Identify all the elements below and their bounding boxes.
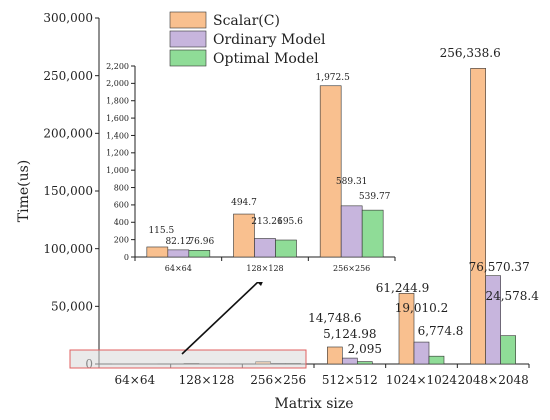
data-label: 256,338.6: [440, 46, 501, 60]
x-tick-label: 256×256: [333, 264, 370, 273]
legend-swatch-scalar: [169, 11, 207, 29]
bar-optimal: [361, 209, 384, 258]
data-label: 2,095: [348, 342, 382, 356]
bar-ordinary: [254, 238, 276, 258]
y-tick-label: 1,600: [106, 114, 129, 123]
y-tick-label: 1,000: [106, 166, 129, 175]
legend-label: Ordinary Model: [213, 32, 326, 48]
x-tick-label: 2048×2048: [458, 373, 529, 387]
bar-optimal: [428, 355, 445, 365]
bar-optimal: [275, 239, 297, 258]
y-tick-label: 800: [114, 183, 129, 192]
zoom-highlight-box: [69, 349, 307, 369]
legend: Scalar(C) Ordinary Model Optimal Model: [169, 11, 326, 67]
y-tick-label: 400: [114, 218, 129, 227]
y-axis-title: Time(us): [16, 160, 32, 223]
y-tick-label: 200: [114, 235, 129, 244]
x-tick-label: 128×128: [246, 264, 283, 273]
bar-ordinary: [342, 357, 358, 365]
y-tick-label: 1,200: [106, 149, 129, 158]
bar-scalar: [327, 346, 343, 365]
data-label: 82.12: [165, 237, 191, 247]
x-tick-label: 64×64: [115, 373, 156, 387]
inset-plot: 0 200 400 600 800 1,000 1,200 1,400 1,600 1,800 2,…: [106, 60, 398, 282]
data-label: 19,010.2: [395, 301, 448, 315]
y-tick-label: 250,000: [43, 69, 93, 83]
y-tick-label: 100,000: [43, 242, 93, 256]
y-tick-label: 1,400: [106, 131, 129, 140]
data-label: 6,774.8: [418, 324, 464, 338]
bar-scalar: [319, 85, 342, 258]
x-tick-label: 64×64: [165, 264, 192, 273]
y-tick-label: 1,800: [106, 97, 129, 106]
bar-scalar: [470, 68, 486, 365]
x-tick-label: 256×256: [250, 373, 306, 387]
x-tick-label: 1024×1024: [386, 373, 457, 387]
legend-swatch-ordinary: [169, 30, 207, 48]
y-tick-label: 150,000: [43, 184, 93, 198]
data-label: 14,748.6: [308, 311, 361, 325]
data-label: 61,244.9: [376, 281, 429, 295]
data-label: 24,578.4: [485, 289, 539, 303]
data-label: 213.26: [251, 217, 283, 227]
y-tick-label: 200,000: [43, 127, 93, 141]
data-label: 76.96: [188, 237, 214, 247]
data-label: 195.6: [277, 217, 303, 227]
data-label: 115.5: [148, 226, 174, 236]
bar-optimal: [188, 250, 211, 258]
bar-scalar: [398, 293, 415, 365]
zoom-arrow-line: [181, 281, 259, 355]
y-tick-label: 50,000: [51, 300, 93, 314]
data-label: 539.77: [359, 192, 391, 202]
x-axis-title: Matrix size: [274, 396, 353, 412]
bar-ordinary: [413, 341, 430, 365]
bar-scalar: [146, 246, 169, 258]
legend-swatch-optimal: [169, 49, 207, 67]
x-tick-label: 128×128: [179, 373, 235, 387]
main-plot: 0 50,000 100,000 150,000 200,000 250,000 300,0…: [16, 11, 539, 412]
legend-label: Optimal Model: [213, 51, 319, 67]
legend-label: Scalar(C): [213, 13, 280, 29]
y-tick-label: 2,000: [106, 79, 129, 88]
bar-optimal: [500, 335, 516, 365]
x-tick-label: 512×512: [322, 373, 378, 387]
bar-ordinary: [485, 275, 501, 365]
data-label: 5,124.98: [323, 327, 376, 341]
data-label: 1,972.5: [315, 73, 350, 83]
zoom-region: [69, 275, 307, 369]
bar-ordinary: [340, 205, 363, 258]
y-tick-label: 600: [114, 201, 129, 210]
data-label: 494.7: [231, 198, 257, 208]
y-tick-label: 2,200: [106, 62, 129, 71]
bar-scalar: [233, 213, 255, 258]
y-tick-label: 300,000: [43, 11, 93, 25]
bar-ordinary: [167, 249, 190, 258]
y-tick-label: 0: [124, 253, 129, 262]
bar-optimal: [357, 361, 373, 365]
data-label: 589.31: [336, 177, 368, 187]
data-label: 76,570.37: [469, 260, 530, 274]
